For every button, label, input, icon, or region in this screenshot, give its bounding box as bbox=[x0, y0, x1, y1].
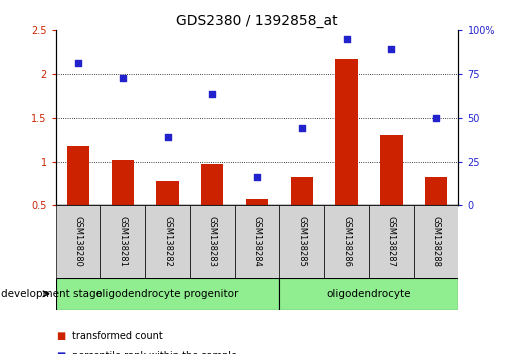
Bar bbox=[56, 278, 279, 310]
Point bbox=[297, 125, 306, 131]
Bar bbox=[425, 177, 447, 205]
Bar bbox=[112, 160, 134, 205]
Bar bbox=[235, 205, 279, 278]
Bar bbox=[380, 135, 402, 205]
Bar bbox=[67, 146, 89, 205]
Bar bbox=[190, 205, 235, 278]
Text: GSM138281: GSM138281 bbox=[118, 216, 127, 267]
Text: GSM138287: GSM138287 bbox=[387, 216, 396, 267]
Bar bbox=[145, 205, 190, 278]
Bar bbox=[156, 181, 179, 205]
Text: GSM138284: GSM138284 bbox=[253, 216, 261, 267]
Point bbox=[119, 75, 127, 81]
Bar bbox=[279, 278, 458, 310]
Text: ■: ■ bbox=[56, 331, 65, 341]
Text: oligodendrocyte progenitor: oligodendrocyte progenitor bbox=[96, 289, 238, 299]
Point bbox=[432, 115, 440, 120]
Bar bbox=[279, 205, 324, 278]
Text: GSM138285: GSM138285 bbox=[297, 216, 306, 267]
Text: GSM138280: GSM138280 bbox=[74, 216, 83, 267]
Point bbox=[74, 61, 82, 66]
Bar bbox=[100, 205, 145, 278]
Bar bbox=[369, 205, 414, 278]
Point bbox=[163, 134, 172, 140]
Text: GDS2380 / 1392858_at: GDS2380 / 1392858_at bbox=[176, 14, 338, 28]
Bar bbox=[414, 205, 458, 278]
Text: percentile rank within the sample: percentile rank within the sample bbox=[72, 351, 236, 354]
Text: GSM138283: GSM138283 bbox=[208, 216, 217, 267]
Bar bbox=[56, 205, 100, 278]
Bar bbox=[324, 205, 369, 278]
Point bbox=[342, 36, 351, 42]
Point bbox=[253, 175, 261, 180]
Bar bbox=[246, 199, 268, 205]
Text: development stage: development stage bbox=[1, 289, 102, 299]
Bar bbox=[290, 177, 313, 205]
Text: GSM138288: GSM138288 bbox=[431, 216, 440, 267]
Text: GSM138286: GSM138286 bbox=[342, 216, 351, 267]
Bar bbox=[201, 164, 224, 205]
Text: GSM138282: GSM138282 bbox=[163, 216, 172, 267]
Point bbox=[387, 46, 395, 52]
Bar bbox=[335, 59, 358, 205]
Text: oligodendrocyte: oligodendrocyte bbox=[326, 289, 411, 299]
Text: ■: ■ bbox=[56, 351, 65, 354]
Point bbox=[208, 91, 217, 97]
Text: transformed count: transformed count bbox=[72, 331, 162, 341]
